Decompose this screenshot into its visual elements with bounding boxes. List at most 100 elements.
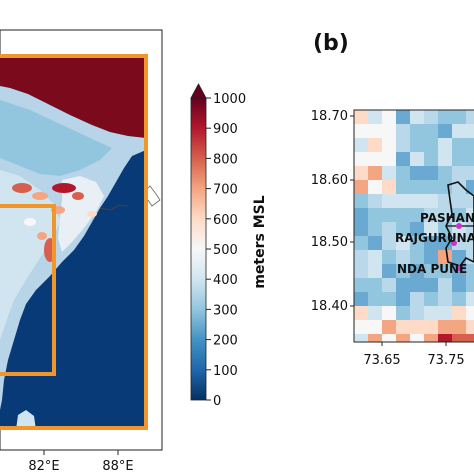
site-label-nda-pune: NDA PUNE [397, 262, 467, 276]
elevation-pixel [382, 208, 396, 222]
elevation-pixel [382, 278, 396, 292]
elevation-pixel [452, 208, 466, 222]
elevation-pixel [354, 166, 368, 180]
elevation-pixel [354, 236, 368, 250]
elevation-pixel [452, 194, 466, 208]
elevation-pixel [354, 222, 368, 236]
elevation-pixel [466, 180, 474, 194]
elevation-pixel [410, 208, 424, 222]
elevation-pixel [354, 306, 368, 320]
elevation-pixel [452, 166, 466, 180]
elevation-pixel [354, 208, 368, 222]
elevation-pixel [396, 334, 410, 342]
elevation-pixel [438, 320, 452, 334]
elevation-pixel [368, 334, 382, 342]
elevation-pixel [354, 264, 368, 278]
y-tick-label-1840: 18.40 [311, 299, 348, 314]
elevation-pixel [424, 208, 438, 222]
elevation-pixel [396, 306, 410, 320]
elevation-pixel [438, 334, 452, 342]
left-terrain-map: 82°E 88°E [0, 29, 163, 474]
elevation-pixel [452, 306, 466, 320]
elevation-pixel-grid [354, 110, 474, 342]
elevation-pixel [382, 236, 396, 250]
elevation-pixel [410, 124, 424, 138]
site-marker-nda-pune [457, 265, 463, 271]
colorbar-label: meters MSL [252, 195, 268, 288]
elevation-pixel [354, 152, 368, 166]
elevation-pixel [438, 292, 452, 306]
site-label-rajguruna: RAJGURUNA [395, 231, 474, 245]
colorbar-tick-label: 0 [213, 394, 221, 409]
elevation-pixel [424, 152, 438, 166]
y-tick-label-1870: 18.70 [311, 109, 348, 124]
right-zoom-map: (b) PASHAN RAJGURUNA NDA PUNE 18.70 18.6… [311, 31, 474, 368]
elevation-pixel [410, 306, 424, 320]
elevation-pixel [382, 306, 396, 320]
elevation-pixel [382, 110, 396, 124]
elevation-pixel [466, 334, 474, 342]
coastline [99, 204, 129, 211]
colorbar-tick-label: 800 [213, 152, 238, 167]
colorbar-tick-label: 400 [213, 273, 238, 288]
elevation-pixel [396, 124, 410, 138]
elevation-pixel [466, 250, 474, 264]
elevation-pixel [354, 110, 368, 124]
elevation-pixel [452, 292, 466, 306]
elevation-pixel [368, 180, 382, 194]
elevation-pixel [466, 208, 474, 222]
elevation-pixel [452, 334, 466, 342]
elevation-pixel [424, 320, 438, 334]
elevation-pixel [424, 110, 438, 124]
x-tick-label-7375: 73.75 [427, 353, 464, 368]
elevation-pixel [438, 152, 452, 166]
right-map-frame [353, 109, 474, 343]
elevation-pixel [410, 292, 424, 306]
elevation-pixel [452, 124, 466, 138]
elevation-pixel [382, 292, 396, 306]
colorbar-tick-label: 1000 [213, 92, 246, 107]
elevation-pixel [466, 166, 474, 180]
colorbar-tick-label: 200 [213, 334, 238, 349]
elevation-pixel [368, 306, 382, 320]
elevation-pixel [466, 292, 474, 306]
elevation-pixel [466, 138, 474, 152]
elevation-pixel [368, 250, 382, 264]
colorbar-gradient [190, 97, 207, 401]
colorbar-tick-label: 100 [213, 364, 238, 379]
elevation-pixel [410, 250, 424, 264]
elevation-pixel [438, 180, 452, 194]
y-tick-label-1860: 18.60 [311, 173, 348, 188]
elevation-pixel [382, 138, 396, 152]
elevation-pixel [396, 264, 410, 278]
colorbar-tick-label: 900 [213, 122, 238, 137]
elevation-pixel [438, 278, 452, 292]
elevation-pixel [452, 152, 466, 166]
elevation-pixel [452, 320, 466, 334]
elevation-pixel [424, 264, 438, 278]
elevation-pixel [396, 110, 410, 124]
elevation-pixel [410, 138, 424, 152]
elevation-pixel [424, 138, 438, 152]
elevation-pixel [396, 138, 410, 152]
elevation-pixel [424, 306, 438, 320]
elevation-pixel [354, 138, 368, 152]
elevation-pixel [410, 110, 424, 124]
elevation-pixel [438, 166, 452, 180]
elevation-pixel [382, 250, 396, 264]
elevation-pixel [354, 124, 368, 138]
elevation-pixel [382, 194, 396, 208]
elevation-pixel [368, 110, 382, 124]
elevation-pixel [368, 194, 382, 208]
himalaya-high-terrain [0, 56, 146, 138]
elevation-pixel [410, 194, 424, 208]
elevation-pixel [438, 194, 452, 208]
elevation-pixel [354, 334, 368, 342]
elevation-pixel [354, 180, 368, 194]
elevation-pixel [382, 180, 396, 194]
colorbar-extend-arrow [190, 83, 207, 99]
elevation-pixel [410, 334, 424, 342]
eastern-ghats [58, 176, 104, 252]
